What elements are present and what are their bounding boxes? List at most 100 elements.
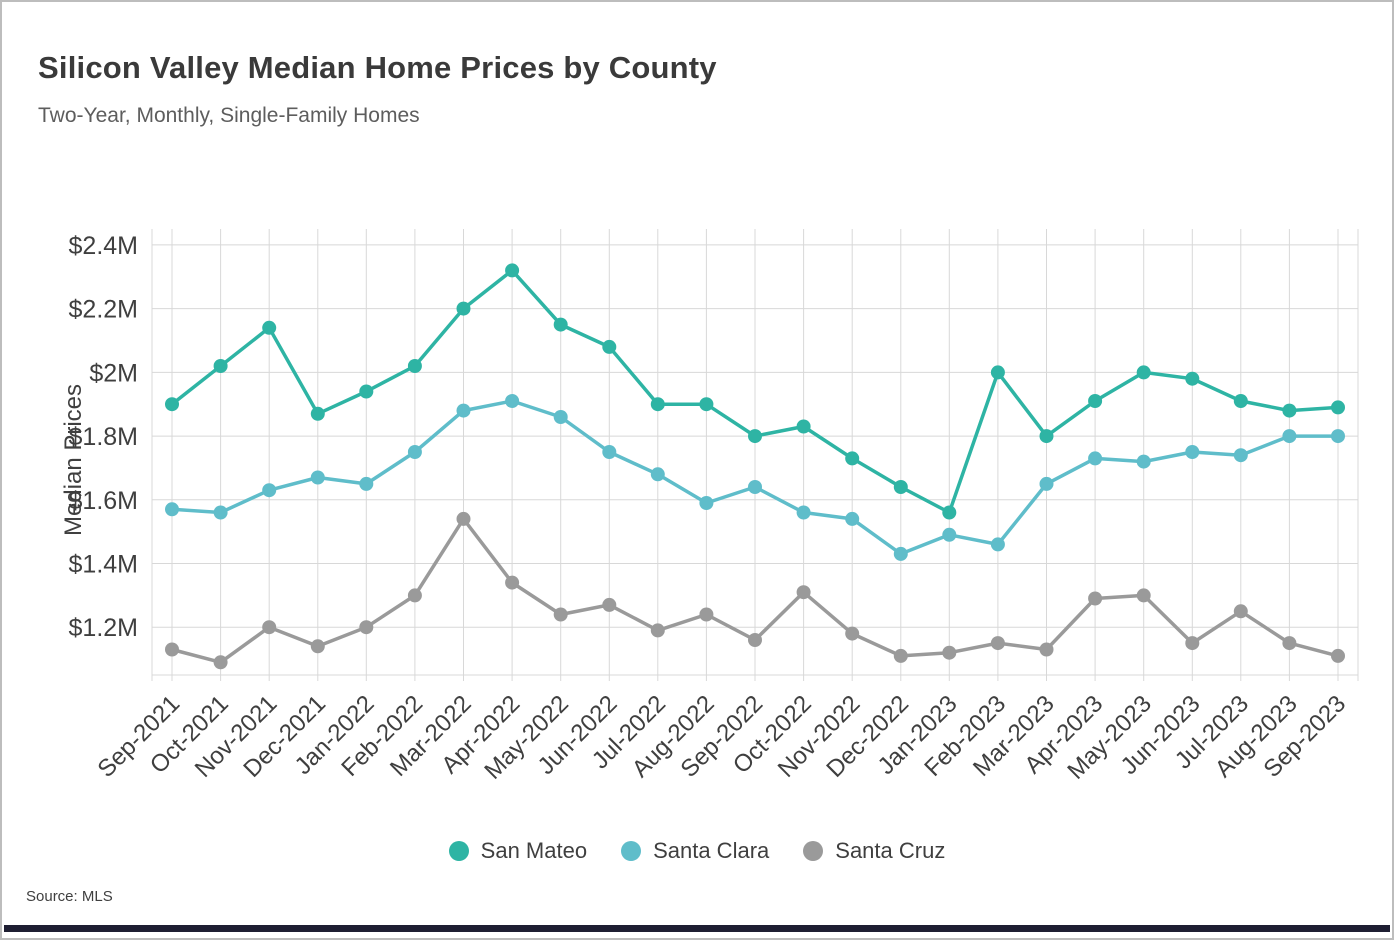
data-point-santa-clara xyxy=(990,537,1005,552)
data-point-santa-cruz xyxy=(1039,642,1054,657)
data-point-san-mateo xyxy=(1088,394,1103,408)
data-point-santa-clara xyxy=(456,403,471,418)
legend-item-santa-cruz: Santa Cruz xyxy=(803,838,945,864)
data-point-santa-clara xyxy=(893,546,908,561)
data-point-santa-cruz xyxy=(553,607,568,622)
data-point-santa-cruz xyxy=(748,633,762,647)
data-point-santa-cruz xyxy=(942,645,957,660)
data-point-santa-cruz xyxy=(213,655,228,670)
legend-item-san-mateo: San Mateo xyxy=(448,838,588,864)
data-point-santa-clara xyxy=(553,410,568,424)
chart-subtitle: Two-Year, Monthly, Single-Family Homes xyxy=(38,104,420,127)
data-point-san-mateo xyxy=(942,505,957,520)
svg-text:$2.4M: $2.4M xyxy=(69,232,138,260)
y-tick-labels: $1.2M $1.4M $1.6M $1.8M $2M $2.2M $2.4M xyxy=(69,232,138,642)
data-point-santa-cruz xyxy=(796,585,811,600)
series-santa-clara xyxy=(165,394,1345,561)
data-point-san-mateo xyxy=(1331,400,1345,415)
chart-legend: San Mateo Santa Clara Santa Cruz xyxy=(2,838,1392,864)
data-point-san-mateo xyxy=(1185,371,1200,386)
data-point-santa-cruz xyxy=(1331,648,1345,663)
data-point-santa-clara xyxy=(505,394,520,408)
data-point-san-mateo xyxy=(456,301,471,316)
data-point-san-mateo xyxy=(505,263,520,278)
data-point-san-mateo xyxy=(990,365,1005,380)
data-point-santa-clara xyxy=(748,480,762,494)
data-point-san-mateo xyxy=(1136,365,1151,380)
legend-swatch-santa-cruz xyxy=(803,841,824,861)
data-point-santa-cruz xyxy=(650,623,665,638)
svg-text:$1.8M: $1.8M xyxy=(69,423,138,451)
data-point-santa-clara xyxy=(796,505,811,520)
data-point-santa-clara xyxy=(1233,448,1248,463)
data-point-santa-cruz xyxy=(845,626,860,641)
data-point-santa-cruz xyxy=(1136,588,1151,603)
data-point-san-mateo xyxy=(796,419,811,434)
legend-swatch-santa-clara xyxy=(621,841,642,861)
data-point-santa-cruz xyxy=(456,511,471,526)
chart-title: Silicon Valley Median Home Prices by Cou… xyxy=(38,50,717,85)
data-point-santa-cruz xyxy=(359,620,374,635)
data-point-san-mateo xyxy=(165,397,179,412)
data-point-santa-cruz xyxy=(990,636,1005,651)
svg-text:$1.2M: $1.2M xyxy=(69,614,138,642)
source-note: Source: MLS xyxy=(26,888,113,905)
data-point-san-mateo xyxy=(650,397,665,412)
data-point-san-mateo xyxy=(1039,429,1054,444)
data-point-san-mateo xyxy=(262,320,277,335)
data-point-santa-cruz xyxy=(699,607,714,622)
data-point-san-mateo xyxy=(1233,394,1248,408)
legend-item-santa-clara: Santa Clara xyxy=(621,838,769,864)
data-point-santa-clara xyxy=(942,527,957,542)
legend-swatch-san-mateo xyxy=(448,841,469,861)
x-gridlines xyxy=(151,229,1359,681)
data-point-santa-cruz xyxy=(1282,636,1297,651)
data-point-santa-cruz xyxy=(602,597,617,612)
data-point-santa-clara xyxy=(699,496,714,510)
legend-label-santa-cruz: Santa Cruz xyxy=(835,838,946,863)
svg-text:$2.2M: $2.2M xyxy=(69,296,138,324)
line-chart: $1.2M $1.4M $1.6M $1.8M $2M $2.2M $2.4M Sep-202… xyxy=(69,229,1359,785)
data-point-santa-cruz xyxy=(893,648,908,663)
data-point-santa-cruz xyxy=(407,588,422,603)
data-point-san-mateo xyxy=(748,429,762,444)
data-point-santa-cruz xyxy=(310,639,325,654)
data-point-santa-cruz xyxy=(1233,604,1248,619)
data-point-santa-clara xyxy=(1331,429,1345,444)
data-point-san-mateo xyxy=(845,451,860,466)
bottom-bar xyxy=(4,925,1390,932)
data-point-santa-clara xyxy=(359,476,374,491)
data-point-santa-clara xyxy=(1088,451,1103,466)
data-point-san-mateo xyxy=(213,359,228,373)
data-point-santa-clara xyxy=(1039,476,1054,491)
data-point-santa-clara xyxy=(602,445,617,459)
data-point-santa-clara xyxy=(165,502,179,517)
series-santa-cruz xyxy=(165,511,1345,670)
svg-text:$1.6M: $1.6M xyxy=(69,487,138,515)
data-point-san-mateo xyxy=(310,406,325,421)
svg-text:$1.4M: $1.4M xyxy=(69,551,138,579)
data-point-santa-clara xyxy=(310,470,325,485)
legend-label-san-mateo: San Mateo xyxy=(480,838,588,863)
data-point-san-mateo xyxy=(407,359,422,373)
series-san-mateo xyxy=(165,263,1345,520)
data-point-san-mateo xyxy=(602,339,617,354)
data-point-santa-clara xyxy=(262,483,277,498)
svg-text:$2M: $2M xyxy=(89,359,138,387)
data-point-san-mateo xyxy=(893,480,908,494)
data-point-santa-cruz xyxy=(1185,636,1200,651)
data-point-santa-clara xyxy=(650,467,665,482)
data-point-santa-clara xyxy=(1136,454,1151,469)
data-point-san-mateo xyxy=(699,397,714,412)
data-point-san-mateo xyxy=(1282,403,1297,418)
legend-label-santa-clara: Santa Clara xyxy=(653,838,770,863)
data-point-santa-clara xyxy=(213,505,228,520)
data-point-san-mateo xyxy=(553,317,568,332)
data-point-santa-clara xyxy=(1282,429,1297,444)
data-point-santa-cruz xyxy=(165,642,179,657)
data-point-santa-cruz xyxy=(1088,591,1103,606)
data-point-santa-clara xyxy=(845,511,860,526)
data-point-santa-cruz xyxy=(262,620,277,635)
data-point-san-mateo xyxy=(359,384,374,399)
